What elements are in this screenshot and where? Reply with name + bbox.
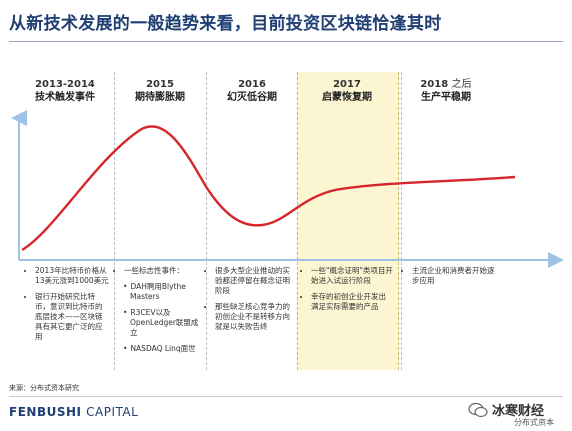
note-item: 一些标志性事件： (124, 266, 202, 276)
phase-year: 2015 (146, 79, 174, 90)
phase-year-number: 2018 (420, 79, 449, 90)
phase-divider (206, 72, 207, 370)
phase-header-3: 2016 幻灭低谷期 (202, 79, 302, 104)
phase-year-suffix: 之后 (451, 79, 472, 90)
phase-name: 期待膨胀期 (135, 92, 185, 103)
footer-divider (9, 396, 563, 397)
phase-year: 2018 之后 (396, 79, 496, 91)
note-subitem: DAH聘用Blythe Masters (130, 282, 202, 302)
notes-column-3: 很多大型企业推动的实验都还停留在概念证明阶段 那些缺乏核心竞争力的初创企业不是转… (207, 266, 293, 338)
company-logo: FENBUSHI CAPITAL (9, 405, 138, 419)
phase-divider (401, 72, 402, 370)
logo-light-text: CAPITAL (86, 405, 139, 419)
phase-header-5: 2018 之后 生产平稳期 (396, 79, 496, 104)
phase-name: 幻灭低谷期 (227, 92, 277, 103)
phase-name: 生产平稳期 (421, 92, 471, 103)
note-item: 一些"概念证明"类项目开始进入试运行阶段 (311, 266, 393, 286)
note-item: 银行开始研究比特币，意识到比特币的底层技术——区块链具有其它更广泛的应用 (35, 292, 109, 342)
phase-year: 2013-2014 (35, 79, 95, 90)
notes-column-2: 一些标志性事件： DAH聘用Blythe Masters R3CEV以及Open… (116, 266, 202, 360)
note-item: 幸存的初创企业开发出满足实际需要的产品 (311, 292, 393, 312)
watermark-text: 冰寒财经 (492, 404, 545, 419)
notes-column-5: 主流企业和消费者开始逐步应用 (404, 266, 496, 292)
note-subitem: R3CEV以及OpenLedger联盟成立 (130, 308, 202, 338)
title-divider (9, 41, 563, 42)
hype-curve (21, 125, 516, 252)
phase-year: 2017 (333, 79, 361, 90)
phase-name: 启蒙恢复期 (322, 92, 372, 103)
phase-name: 技术触发事件 (35, 92, 95, 103)
phase-header-1: 2013-2014 技术触发事件 (15, 79, 115, 104)
notes-column-1: 2013年比特币价格从13美元涨到1000美元 银行开始研究比特币，意识到比特币… (27, 266, 109, 348)
phase-header-4: 2017 启蒙恢复期 (297, 79, 397, 104)
source-note: 来源：分布式资本研究 (9, 384, 79, 392)
watermark-subtext: 分布式资本 (514, 418, 554, 427)
note-subitem: NASDAQ Linq面世 (130, 344, 202, 354)
notes-column-4: 一些"概念证明"类项目开始进入试运行阶段 幸存的初创企业开发出满足实际需要的产品 (303, 266, 393, 318)
page-title: 从新技术发展的一般趋势来看，目前投资区块链恰逢其时 (9, 14, 442, 34)
phase-year: 2016 (238, 79, 266, 90)
phase-divider (114, 72, 115, 370)
note-item: 很多大型企业推动的实验都还停留在概念证明阶段 (215, 266, 293, 296)
wechat-icon (468, 402, 488, 418)
note-item: 那些缺乏核心竞争力的初创企业不是转移方向就是以失败告终 (215, 302, 293, 332)
highlight-phase-2017 (297, 72, 399, 370)
phase-header-2: 2015 期待膨胀期 (110, 79, 210, 104)
note-item: 2013年比特币价格从13美元涨到1000美元 (35, 266, 109, 286)
note-item: 主流企业和消费者开始逐步应用 (412, 266, 496, 286)
logo-bold-text: FENBUSHI (9, 405, 82, 419)
